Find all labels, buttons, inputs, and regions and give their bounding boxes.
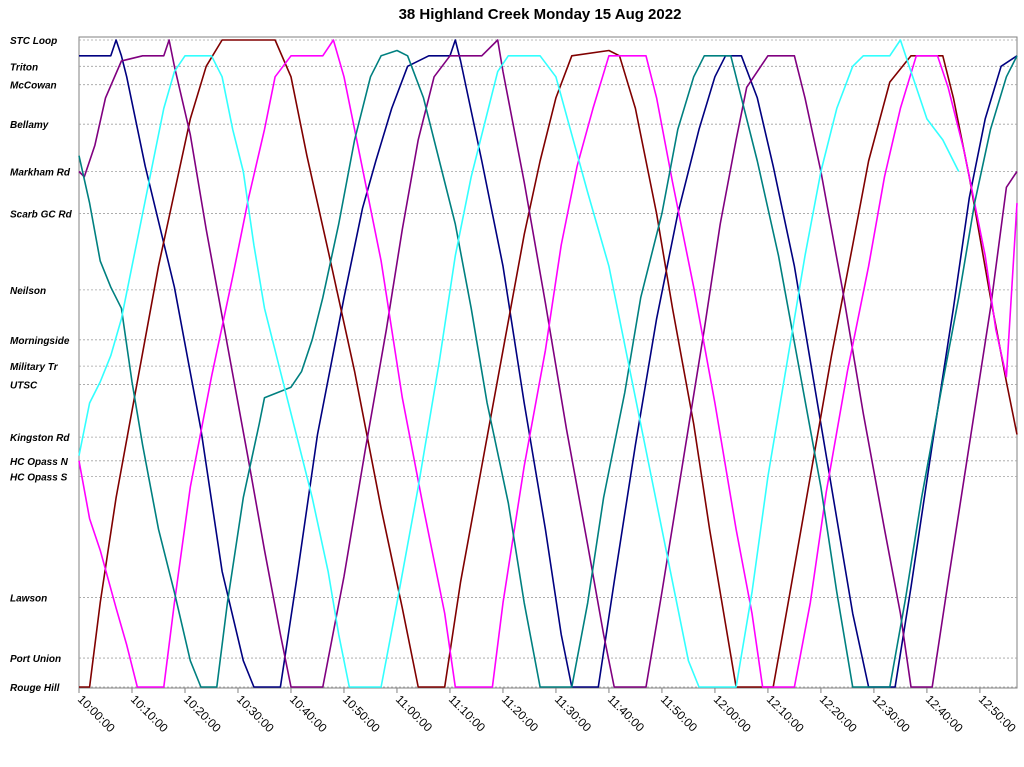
x-tick-label: 11:40:00 (605, 692, 648, 735)
x-tick-label: 12:20:00 (817, 692, 860, 735)
x-tick-label: 12:40:00 (923, 692, 966, 735)
vehicle-trace-2 (79, 39, 1018, 688)
stop-label: Neilson (10, 286, 46, 297)
x-tick-label: 11:20:00 (499, 692, 542, 735)
stop-labels: STC Loop Triton McCowan Bellamy Markham Rd Sc… (10, 36, 73, 694)
x-tick-label: 12:10:00 (764, 692, 807, 735)
x-tick-label: 11:00:00 (393, 692, 436, 735)
stop-label: Lawson (10, 594, 47, 605)
x-tick-label: 12:00:00 (711, 692, 754, 735)
chart-title: 38 Highland Creek Monday 15 Aug 2022 (398, 6, 682, 23)
x-tick-label: 10:00:00 (75, 692, 118, 735)
stop-label: Port Union (10, 654, 61, 665)
stop-label: Morningside (10, 336, 70, 347)
stop-label: UTSC (10, 381, 38, 392)
stop-label: STC Loop (10, 36, 57, 47)
stop-label: Military Tr (10, 362, 59, 373)
plot-area-border (78, 36, 1018, 689)
x-tick-label: 10:30:00 (234, 692, 277, 735)
x-tick-label: 10:20:00 (181, 692, 224, 735)
x-tick-label: 10:10:00 (128, 692, 171, 735)
vehicle-trace-6 (78, 39, 960, 688)
stop-label: HC Opass N (10, 457, 69, 468)
vehicle-trace-4 (78, 39, 1018, 688)
stop-label: Rouge Hill (10, 683, 60, 694)
vehicle-trace-5 (78, 49, 1018, 688)
stop-label: Scarb GC Rd (10, 210, 73, 221)
x-tick-label: 11:10:00 (446, 692, 489, 735)
x-tick-label: 12:30:00 (870, 692, 913, 735)
stop-label: Bellamy (10, 120, 49, 131)
stop-label: McCowan (10, 81, 57, 92)
stop-label: Kingston Rd (10, 433, 70, 444)
stop-label: Triton (10, 62, 38, 73)
series-lines (78, 39, 1018, 688)
vehicle-trace-1 (79, 39, 1018, 688)
stop-label: Markham Rd (10, 168, 71, 179)
stop-label: HC Opass S (10, 473, 68, 484)
x-tick-label: 11:50:00 (658, 692, 701, 735)
x-tick-label: 11:30:00 (552, 692, 595, 735)
x-tick-label: 10:40:00 (287, 692, 330, 735)
x-tick-label: 12:50:00 (976, 692, 1019, 735)
vehicle-trace-3 (78, 39, 1018, 688)
time-tick-labels: 10:00:00 10:10:00 10:20:00 10:30:00 10:40:00… (75, 688, 1019, 735)
x-tick-label: 10:50:00 (340, 692, 383, 735)
